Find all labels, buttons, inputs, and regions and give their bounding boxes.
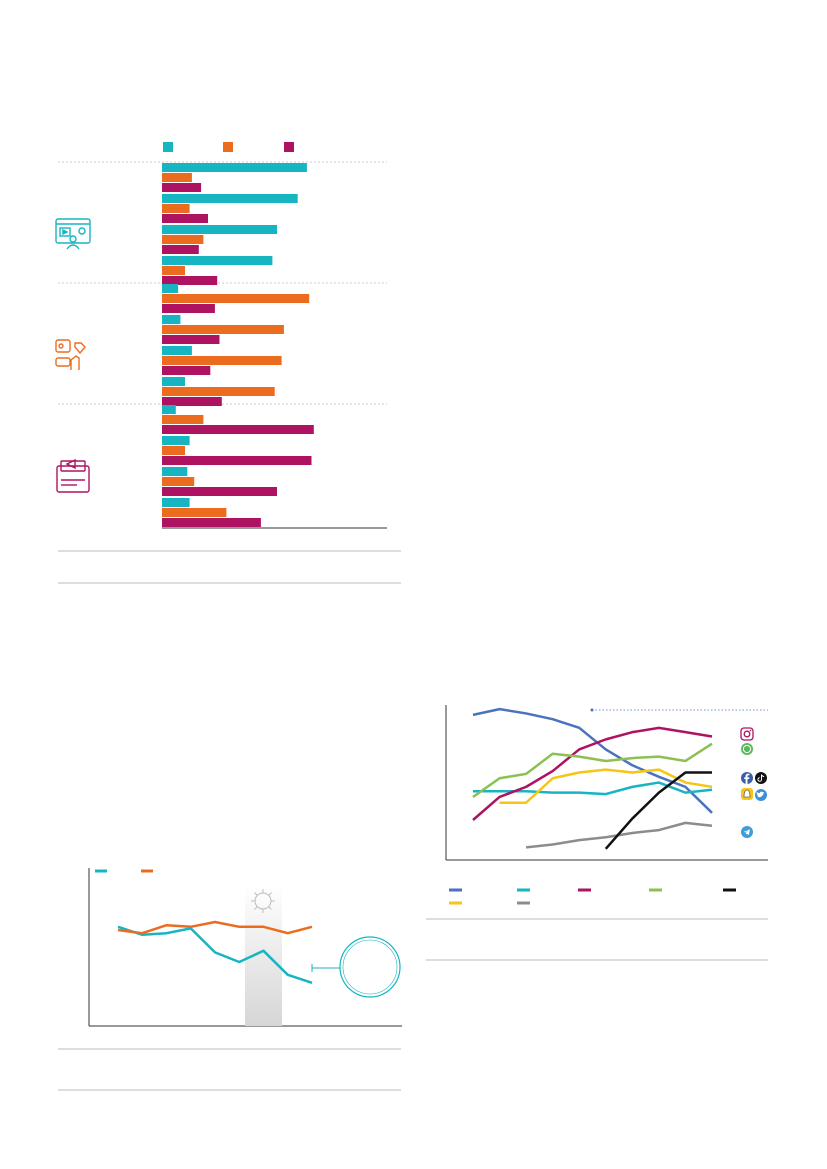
bar bbox=[162, 183, 202, 192]
series-line bbox=[472, 707, 713, 814]
trend-chart-panel bbox=[0, 850, 420, 1110]
bar bbox=[162, 346, 192, 355]
bar bbox=[162, 356, 282, 365]
bar bbox=[162, 377, 185, 386]
legend-swatch bbox=[163, 142, 173, 152]
series-line bbox=[604, 771, 712, 850]
bar bbox=[162, 304, 215, 313]
bar bbox=[162, 204, 190, 213]
bar bbox=[162, 487, 277, 496]
bar bbox=[162, 518, 261, 527]
bar bbox=[162, 325, 284, 334]
video-streaming-icon bbox=[55, 218, 91, 250]
snapchat-icon bbox=[741, 788, 753, 800]
bar bbox=[162, 315, 181, 324]
reference-dot bbox=[590, 708, 594, 712]
twitter-icon bbox=[755, 789, 767, 801]
legend-swatch bbox=[223, 142, 233, 152]
callout-circle bbox=[339, 936, 401, 998]
legend-swatch bbox=[284, 142, 294, 152]
bar bbox=[162, 194, 298, 203]
bar bbox=[162, 284, 179, 293]
platform-line-chart bbox=[426, 705, 768, 961]
series-line bbox=[472, 742, 713, 798]
bar bbox=[162, 498, 190, 507]
bar bbox=[162, 425, 314, 434]
facebook-icon bbox=[741, 772, 753, 784]
bar bbox=[162, 366, 211, 375]
instagram-icon bbox=[740, 727, 754, 741]
bar bbox=[162, 415, 204, 424]
virus-icon bbox=[251, 889, 275, 913]
bar bbox=[162, 436, 190, 445]
bar bbox=[162, 477, 195, 486]
trend-line-chart bbox=[58, 868, 402, 1091]
bar bbox=[162, 214, 208, 223]
whatsapp-icon bbox=[741, 743, 753, 755]
tiktok-icon bbox=[755, 772, 767, 784]
bar bbox=[162, 335, 220, 344]
series-line bbox=[117, 920, 313, 935]
bar bbox=[162, 256, 273, 265]
bar bbox=[162, 467, 188, 476]
bar bbox=[162, 456, 312, 465]
bar-chart bbox=[55, 142, 401, 584]
series-line bbox=[117, 925, 313, 984]
callout-circle-inner bbox=[342, 939, 398, 995]
bar bbox=[162, 173, 192, 182]
bar bbox=[162, 387, 275, 396]
bar bbox=[162, 235, 204, 244]
telegram-icon bbox=[741, 826, 753, 838]
bar bbox=[162, 276, 218, 285]
bar bbox=[162, 397, 222, 406]
bar bbox=[162, 294, 310, 303]
bar bbox=[162, 446, 185, 455]
series-line bbox=[472, 726, 713, 821]
bar bbox=[162, 508, 227, 517]
bar-chart-panel bbox=[55, 142, 401, 584]
social-reactions-icon bbox=[55, 339, 86, 370]
platform-chart-panel bbox=[420, 690, 827, 970]
newspaper-megaphone-icon bbox=[56, 458, 90, 493]
bar bbox=[162, 245, 199, 254]
bar bbox=[162, 266, 185, 275]
bar bbox=[162, 405, 176, 414]
bar bbox=[162, 225, 277, 234]
bar bbox=[162, 163, 307, 172]
